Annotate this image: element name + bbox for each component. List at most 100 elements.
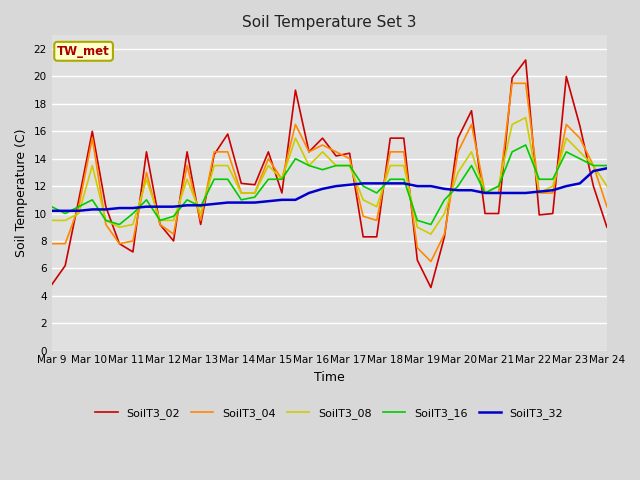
- SoilT3_16: [278, 176, 285, 182]
- SoilT3_08: [536, 190, 543, 196]
- SoilT3_32: [346, 182, 353, 188]
- SoilT3_04: [102, 222, 109, 228]
- SoilT3_02: [332, 153, 340, 159]
- SoilT3_02: [440, 234, 448, 240]
- SoilT3_04: [373, 217, 381, 223]
- SoilT3_08: [183, 176, 191, 182]
- SoilT3_02: [536, 212, 543, 218]
- SoilT3_08: [156, 217, 164, 223]
- SoilT3_08: [129, 222, 137, 228]
- SoilT3_32: [211, 201, 218, 207]
- SoilT3_08: [224, 163, 232, 168]
- SoilT3_04: [264, 156, 272, 162]
- SoilT3_16: [522, 142, 529, 148]
- SoilT3_32: [305, 190, 313, 196]
- SoilT3_32: [88, 206, 96, 212]
- SoilT3_04: [237, 190, 245, 196]
- SoilT3_02: [508, 75, 516, 81]
- SoilT3_16: [468, 163, 476, 168]
- SoilT3_08: [346, 163, 353, 168]
- SoilT3_02: [211, 152, 218, 157]
- SoilT3_02: [251, 182, 259, 188]
- SoilT3_16: [197, 204, 205, 210]
- SoilT3_32: [292, 197, 300, 203]
- SoilT3_02: [156, 222, 164, 228]
- SoilT3_08: [102, 217, 109, 223]
- SoilT3_02: [197, 222, 205, 228]
- SoilT3_32: [143, 204, 150, 210]
- SoilT3_08: [427, 231, 435, 237]
- SoilT3_16: [129, 211, 137, 216]
- SoilT3_08: [48, 217, 56, 223]
- SoilT3_16: [61, 211, 69, 216]
- SoilT3_16: [495, 183, 502, 189]
- SoilT3_02: [589, 183, 597, 189]
- SoilT3_02: [427, 285, 435, 290]
- SoilT3_16: [603, 163, 611, 168]
- SoilT3_02: [278, 190, 285, 196]
- SoilT3_08: [373, 204, 381, 210]
- SoilT3_32: [332, 183, 340, 189]
- Legend: SoilT3_02, SoilT3_04, SoilT3_08, SoilT3_16, SoilT3_32: SoilT3_02, SoilT3_04, SoilT3_08, SoilT3_…: [91, 404, 568, 423]
- SoilT3_08: [237, 190, 245, 196]
- SoilT3_16: [549, 176, 557, 182]
- SoilT3_02: [603, 224, 611, 230]
- SoilT3_16: [563, 149, 570, 155]
- SoilT3_08: [603, 183, 611, 189]
- SoilT3_02: [413, 257, 421, 263]
- SoilT3_02: [576, 123, 584, 129]
- SoilT3_08: [292, 135, 300, 141]
- SoilT3_16: [156, 217, 164, 223]
- SoilT3_04: [481, 190, 489, 196]
- Line: SoilT3_04: SoilT3_04: [52, 84, 607, 262]
- SoilT3_08: [400, 163, 408, 168]
- SoilT3_04: [549, 190, 557, 196]
- SoilT3_32: [359, 180, 367, 186]
- SoilT3_16: [319, 167, 326, 172]
- SoilT3_04: [589, 163, 597, 168]
- SoilT3_02: [170, 238, 177, 244]
- SoilT3_04: [576, 135, 584, 141]
- SoilT3_08: [589, 163, 597, 168]
- SoilT3_32: [48, 208, 56, 214]
- SoilT3_08: [508, 121, 516, 127]
- SoilT3_32: [170, 204, 177, 210]
- SoilT3_32: [278, 197, 285, 203]
- SoilT3_04: [387, 149, 394, 155]
- SoilT3_02: [495, 211, 502, 216]
- SoilT3_16: [387, 176, 394, 182]
- SoilT3_04: [603, 204, 611, 210]
- SoilT3_16: [251, 194, 259, 200]
- SoilT3_04: [332, 149, 340, 155]
- SoilT3_32: [61, 208, 69, 214]
- SoilT3_16: [88, 197, 96, 203]
- SoilT3_32: [75, 208, 83, 214]
- SoilT3_32: [536, 189, 543, 194]
- SoilT3_02: [264, 149, 272, 155]
- SoilT3_04: [305, 149, 313, 155]
- SoilT3_08: [454, 169, 462, 175]
- SoilT3_16: [75, 204, 83, 210]
- SoilT3_02: [102, 204, 109, 210]
- SoilT3_16: [292, 156, 300, 162]
- SoilT3_32: [237, 200, 245, 205]
- SoilT3_32: [468, 187, 476, 193]
- SoilT3_02: [468, 108, 476, 114]
- SoilT3_08: [359, 197, 367, 203]
- SoilT3_02: [305, 149, 313, 155]
- SoilT3_04: [183, 163, 191, 168]
- SoilT3_04: [522, 81, 529, 86]
- SoilT3_16: [400, 176, 408, 182]
- SoilT3_08: [549, 183, 557, 189]
- SoilT3_32: [183, 203, 191, 208]
- SoilT3_08: [75, 211, 83, 216]
- SoilT3_08: [197, 211, 205, 216]
- SoilT3_04: [197, 217, 205, 223]
- SoilT3_04: [156, 222, 164, 228]
- SoilT3_02: [129, 249, 137, 255]
- SoilT3_02: [88, 129, 96, 134]
- SoilT3_04: [48, 241, 56, 247]
- SoilT3_02: [549, 211, 557, 216]
- SoilT3_16: [332, 163, 340, 168]
- SoilT3_32: [454, 187, 462, 193]
